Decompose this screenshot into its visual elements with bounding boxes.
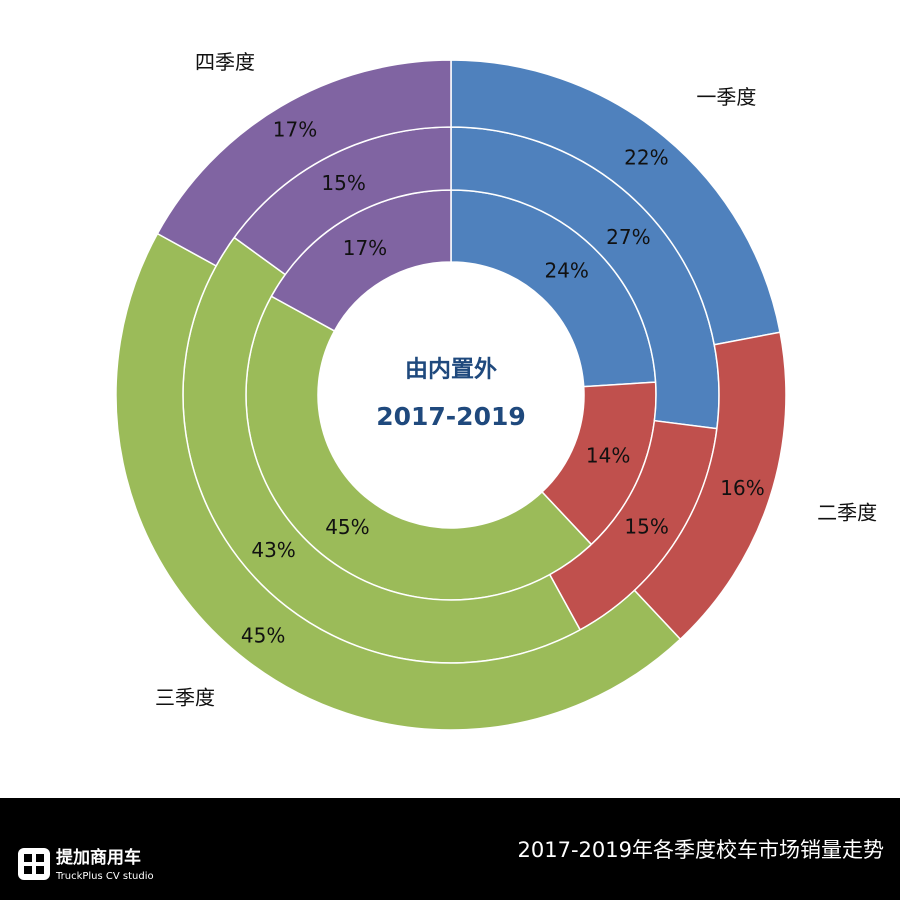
category-label: 一季度 — [696, 85, 756, 109]
data-label: 15% — [624, 514, 668, 538]
data-label: 16% — [720, 476, 764, 500]
data-label: 24% — [544, 258, 588, 282]
data-label: 43% — [251, 538, 295, 562]
chart-title: 2017-2019年各季度校车市场销量走势 — [518, 838, 884, 862]
logo-subtext: TruckPlus CV studio — [55, 871, 154, 882]
data-label: 45% — [325, 515, 369, 539]
data-label: 45% — [241, 624, 285, 648]
ring-slice — [115, 232, 682, 731]
data-label: 22% — [624, 145, 668, 169]
center-text: 2017-2019 — [376, 402, 526, 431]
logo-icon — [18, 848, 50, 880]
center-text: 由内置外 — [405, 356, 497, 383]
data-label: 17% — [343, 236, 387, 260]
data-label: 27% — [606, 225, 650, 249]
logo-text: 提加商用车 — [56, 847, 141, 868]
footer-band — [0, 798, 900, 900]
data-label: 17% — [273, 118, 317, 142]
category-label: 四季度 — [195, 50, 255, 74]
data-label: 15% — [321, 171, 365, 195]
category-label: 二季度 — [817, 500, 877, 524]
ring-slice — [156, 59, 452, 267]
category-label: 三季度 — [155, 686, 215, 710]
data-label: 14% — [586, 444, 630, 468]
